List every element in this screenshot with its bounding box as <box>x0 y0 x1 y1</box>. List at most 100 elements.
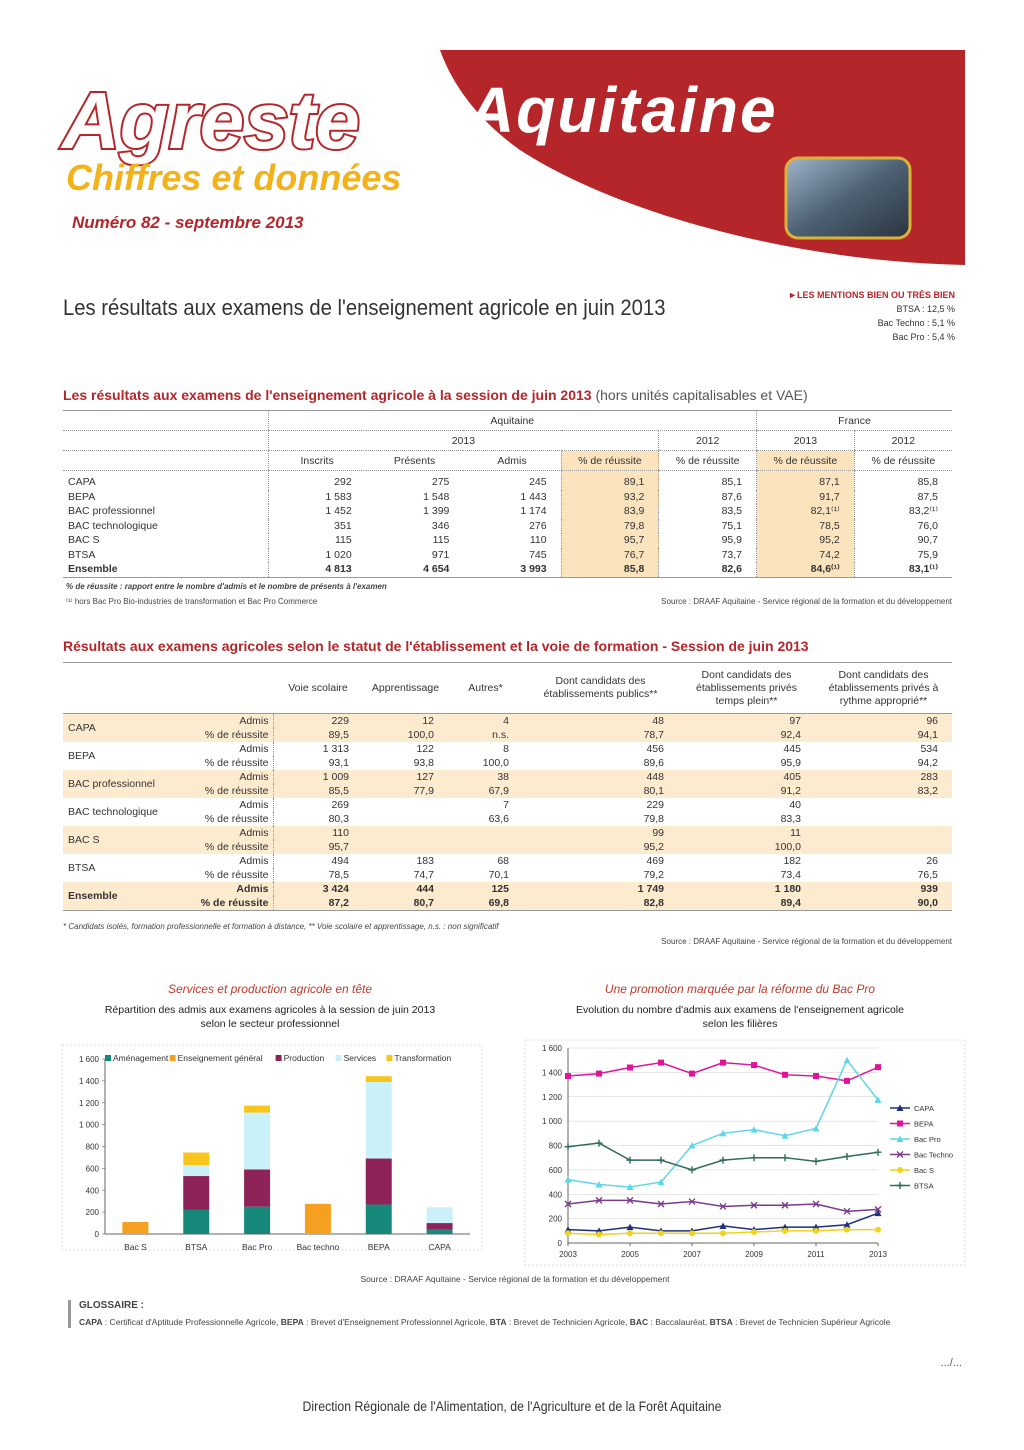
cell: 4 813 <box>267 562 366 577</box>
point <box>565 1073 571 1080</box>
sub-label: % de réussite <box>173 812 274 826</box>
cell: 12 <box>363 713 448 728</box>
point <box>897 1120 903 1127</box>
cell: 69,8 <box>448 896 523 911</box>
point <box>719 1202 727 1210</box>
cell: 93,1 <box>328 757 349 769</box>
glossary-def: : Brevet de Technicien Supérieur Agricol… <box>732 1317 891 1327</box>
cell: 94,2 <box>917 757 938 769</box>
point <box>812 1124 820 1132</box>
bar-segment <box>365 1076 392 1082</box>
row: % de réussite 85,5 77,9 67,9 80,1 91,2 83,2 <box>63 784 952 798</box>
year-header: 2012 <box>658 430 757 451</box>
cell: 26 <box>926 855 938 867</box>
bar-segment <box>122 1221 149 1234</box>
point <box>751 1062 757 1069</box>
cell: 91,7 <box>756 489 855 504</box>
cell: 99 <box>523 826 678 840</box>
x-tick-label: 2011 <box>807 1250 825 1259</box>
point <box>751 1229 757 1236</box>
cell: 1 548 <box>423 490 450 503</box>
glossary: GLOSSAIRE : CAPA : Certificat d'Aptitude… <box>68 1300 959 1328</box>
legend-label: Bac S <box>914 1166 934 1175</box>
x-tick-label: 2007 <box>683 1250 701 1259</box>
legend-swatch <box>275 1055 282 1061</box>
cell: 183 <box>416 855 434 867</box>
legend-label: Bac Techno <box>914 1151 953 1160</box>
row: CAPA 292 275 245 89,1 85,1 87,1 85,8 <box>63 470 952 490</box>
cell: 40 <box>789 799 801 811</box>
column-header: % de réussite <box>658 450 757 471</box>
point <box>875 1226 881 1233</box>
cell: 82,1⁽¹⁾ <box>756 504 855 519</box>
mention: BTSA : 12,5 % <box>896 304 955 314</box>
column-header: Dont candidats des établissements privés… <box>815 662 952 714</box>
bar-segment <box>183 1152 210 1166</box>
cell: 80,7 <box>363 896 448 911</box>
cell: 87,5 <box>853 489 952 504</box>
point <box>565 1230 571 1237</box>
cell: 95,2 <box>756 533 855 548</box>
cell <box>815 812 952 826</box>
cell: 95,7 <box>560 533 659 548</box>
y-tick-label: 600 <box>86 1164 100 1173</box>
cell: 77,9 <box>363 784 448 798</box>
row-label: BAC technologique <box>68 806 158 818</box>
year-header: 2013 <box>756 430 855 451</box>
mention: Bac Techno : 5,1 % <box>877 318 955 328</box>
point <box>658 1059 664 1066</box>
cell: 63,6 <box>488 813 509 825</box>
cell: 1 583 <box>267 489 366 504</box>
bar-segment <box>183 1176 210 1210</box>
cell: 90,7 <box>853 533 952 548</box>
group-header: Aquitaine <box>267 410 757 431</box>
cell: 245 <box>529 476 547 489</box>
column-header: % de réussite <box>756 450 855 471</box>
point <box>564 1200 572 1208</box>
point <box>874 1148 882 1156</box>
sub-label: Admis <box>173 826 274 840</box>
cell: 74,2 <box>756 547 855 562</box>
point <box>595 1181 603 1188</box>
cell: 1 020 <box>267 547 366 562</box>
cell: 38 <box>448 770 523 784</box>
cell: 405 <box>678 770 815 784</box>
cell: 283 <box>815 770 952 784</box>
y-tick-label: 1 400 <box>542 1068 563 1077</box>
column-header: Inscrits <box>267 450 366 471</box>
cell: 269 <box>331 799 349 811</box>
row: Ensemble 4 813 4 654 3 993 85,8 82,6 84,6⁽¹⁾ 83… <box>63 562 952 577</box>
cell: 444 <box>363 882 448 896</box>
cell: 76,5 <box>917 869 938 881</box>
legend-label: Bac Pro <box>914 1135 941 1144</box>
cell: 85,1 <box>658 470 757 490</box>
charts: Services et production agricole en tête R… <box>61 982 966 1284</box>
cell: 87,1 <box>756 470 855 490</box>
y-tick-label: 1 600 <box>79 1055 100 1064</box>
cell: 1 180 <box>678 882 815 896</box>
table-title: Résultats aux examens agricoles selon le… <box>63 638 809 654</box>
point <box>874 1205 882 1213</box>
cell: 83,2 <box>815 784 952 798</box>
year-header: 2013 <box>267 430 659 451</box>
cell: 68 <box>497 855 509 867</box>
brand: Agreste <box>60 76 360 165</box>
point <box>595 1139 603 1147</box>
cell: 90,0 <box>815 896 952 911</box>
sub-label: Admis <box>173 742 274 756</box>
point <box>720 1230 726 1237</box>
cell: 78,5 <box>756 518 855 533</box>
cell <box>448 826 523 840</box>
legend-label: Aménagement <box>113 1053 169 1063</box>
point <box>844 1226 850 1233</box>
cell: 89,4 <box>678 896 815 911</box>
cell: 3 993 <box>520 563 547 576</box>
cell: 448 <box>523 770 678 784</box>
cell: 76,7 <box>560 547 659 562</box>
line <box>567 1142 879 1171</box>
bar-segment <box>244 1206 271 1234</box>
cell: 82,8 <box>523 896 678 911</box>
point <box>896 1104 904 1111</box>
cell: 91,2 <box>678 784 815 798</box>
row: BEPA 1 583 1 548 1 443 93,2 87,6 91,7 87,5 <box>63 489 952 504</box>
